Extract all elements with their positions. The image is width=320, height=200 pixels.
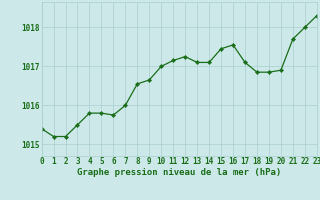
- X-axis label: Graphe pression niveau de la mer (hPa): Graphe pression niveau de la mer (hPa): [77, 168, 281, 177]
